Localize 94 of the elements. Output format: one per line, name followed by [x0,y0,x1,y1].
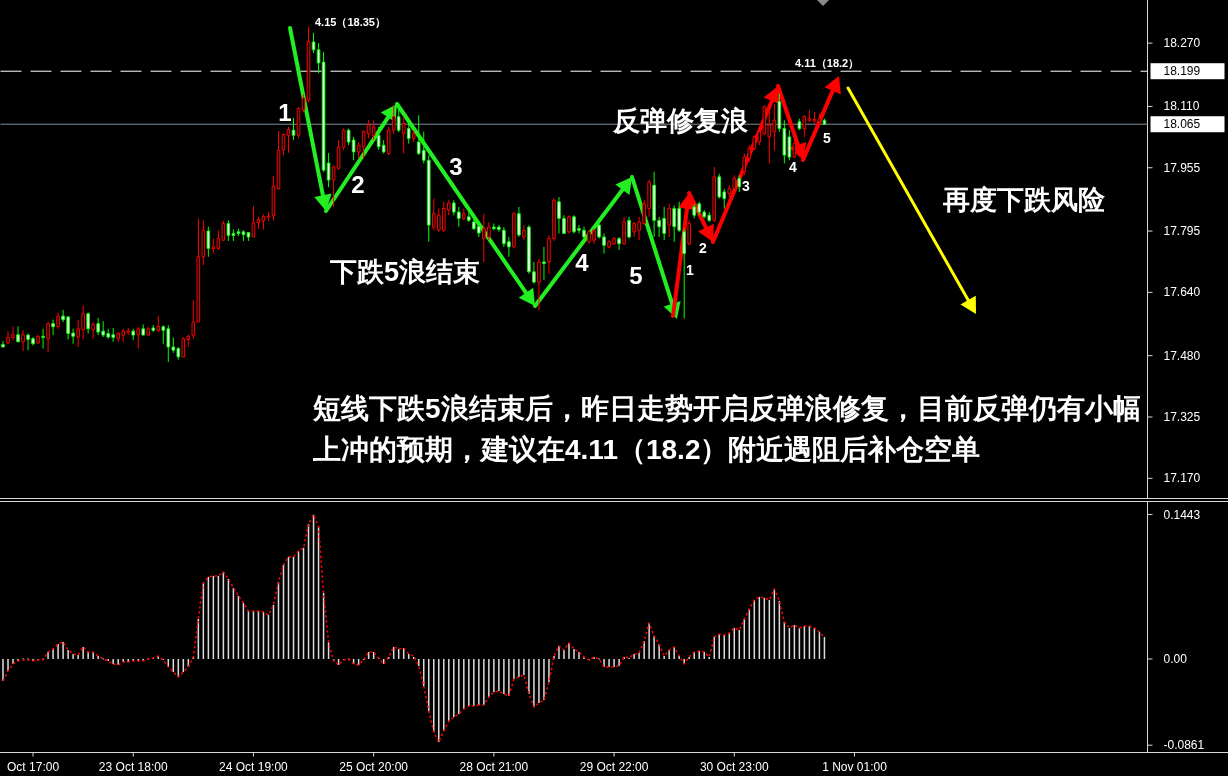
candlestick [822,118,827,126]
candlestick [261,213,266,230]
candlestick [141,323,146,336]
candlestick [311,32,316,54]
x-tick-label: 25 Oct 20:00 [339,759,409,774]
candlestick [226,219,231,242]
candlestick [21,329,25,352]
y-tick-label: 18.270 [1163,36,1201,51]
annotation: 1 [278,98,292,126]
candlestick [622,216,626,246]
annotation: 再度下跌风险 [942,185,1106,215]
candlestick [266,211,271,222]
candlestick [687,219,691,246]
x-tick-label: 30 Oct 23:00 [699,759,769,774]
x-tick-label: 28 Oct 21:00 [459,759,529,774]
x-tick-label: 24 Oct 19:00 [219,759,289,774]
annotation: 2 [699,240,708,256]
ref-line-label: 18.065 [1163,117,1201,132]
annotation: 1 [686,262,695,278]
candlestick [56,312,60,330]
candlestick [41,328,45,350]
candlestick [627,216,631,240]
candlestick [116,331,121,343]
candlestick [567,214,571,234]
candlestick [667,203,671,238]
annotation: 4 [575,248,590,276]
candlestick [36,334,40,345]
annotation: 4 [789,159,798,175]
y-tick-label: 17.170 [1163,471,1201,486]
x-tick-label: 23 Oct 18:00 [98,759,168,774]
candlestick [206,226,211,258]
candlestick [291,117,296,141]
candlestick [46,321,50,353]
candlestick [136,326,141,350]
candlestick [281,132,286,156]
annotation: 反弹修复浪 [612,106,749,136]
y-tick-label: 17.480 [1163,348,1201,363]
y-tick-label: 17.325 [1163,410,1201,424]
annotation: 下跌5浪结束 [329,257,481,287]
line-series [2,514,826,743]
annotation: 5 [629,261,643,289]
candlestick [131,328,136,341]
candlestick [512,211,516,249]
candlestick [797,118,802,131]
annotation: 4.15（18.35） [315,16,386,29]
x-tick-label: Oct 17:00 [7,759,60,774]
x-tick-label: 29 Oct 22:00 [579,759,649,774]
annotation: 4.11（18.2） [795,57,860,70]
candlestick [51,319,55,336]
candlestick [617,236,621,251]
y-tick-label: -0.0861 [1163,738,1205,753]
candlestick [517,206,521,238]
candlestick [301,94,306,113]
annotation: 3 [449,152,463,180]
y-tick-label: 0.1443 [1163,507,1201,522]
annotation: 2 [351,170,365,198]
annotation: 短线下跌5浪结束后，昨日走势开启反弹浪修复，目前反弹仍有小幅上冲的预期，建议在4.11（18.2）附近遇阻后补仓空单 [312,392,1141,465]
candlestick [692,203,697,219]
x-tick-label: 1 Nov 01:00 [822,759,888,774]
candlestick [151,324,156,333]
y-tick-label: 17.640 [1163,285,1201,300]
candlestick [712,166,717,223]
candlestick [737,174,742,193]
candlestick [251,205,256,238]
candlestick [411,129,416,143]
candlestick [91,321,95,340]
candlestick [271,175,276,222]
candlestick [682,228,686,319]
candlestick [802,114,807,138]
candlestick [16,325,20,343]
candlestick [371,119,376,141]
candlestick [542,246,546,281]
candlestick [467,211,471,223]
candlestick [156,315,161,333]
candlestick [86,312,90,335]
ref-line-label: 18.199 [1163,64,1201,79]
candlestick [1,340,5,348]
candlestick [406,122,411,145]
y-tick-label: 17.795 [1163,224,1201,239]
candlestick [181,336,186,359]
candlestick [401,116,406,155]
candlestick [276,130,281,191]
candlestick [146,326,151,336]
y-tick-label: 18.110 [1163,99,1200,114]
candlestick [462,208,466,221]
candlestick [792,139,797,159]
candlestick [286,126,291,154]
annotation: 3 [742,178,751,194]
y-tick-label: 0.00 [1163,651,1188,666]
annotation: 5 [823,130,832,146]
y-tick-label: 17.955 [1163,160,1201,175]
candlestick [537,258,541,311]
candlestick [522,224,526,241]
candlestick [396,103,401,133]
